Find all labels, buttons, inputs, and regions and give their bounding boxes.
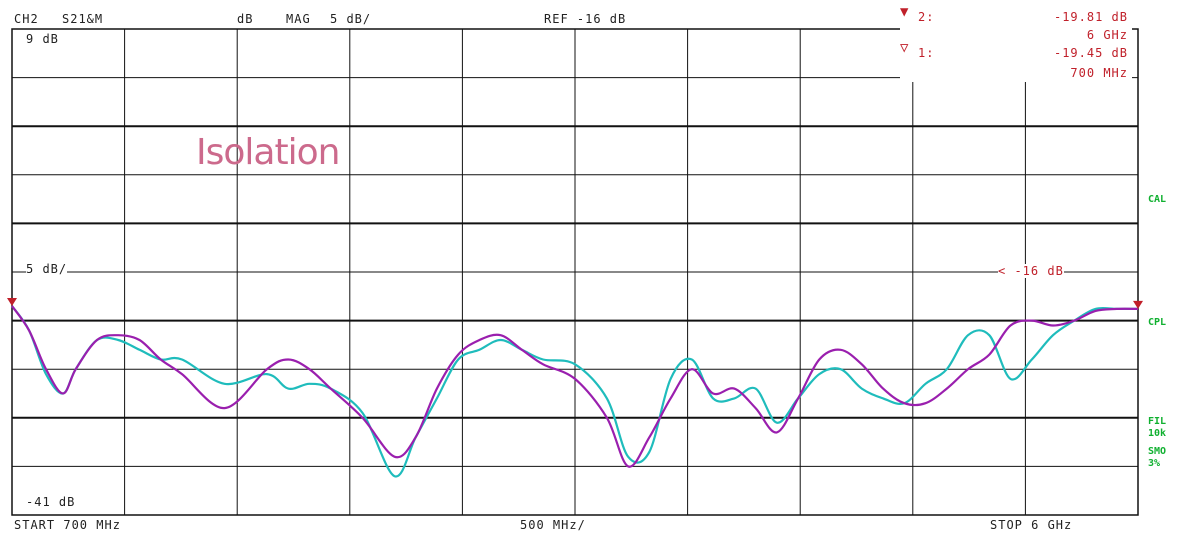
division-scale-label: 5 dB/ (26, 262, 68, 276)
start-frequency: START 700 MHz (14, 518, 121, 532)
bottom-scale-label: -41 dB (26, 495, 76, 509)
scale-label: 5 dB/ (330, 12, 372, 26)
filter-value: 10k (1148, 428, 1167, 439)
filter-indicator: FIL (1148, 416, 1167, 427)
marker-1-frequency: 700 MHz (1070, 66, 1128, 80)
cal-indicator: CAL (1148, 194, 1167, 205)
channel-label: CH2 (14, 12, 39, 26)
marker-readout: ▼ 2: -19.81 dB 6 GHz ▽ 1: -19.45 dB 700 … (900, 2, 1132, 82)
marker-2-frequency: 6 GHz (1086, 28, 1128, 42)
trace-1-line (11, 305, 1139, 468)
smoothing-value: 3% (1148, 458, 1161, 469)
trace-2-line (11, 305, 1138, 478)
marker-2-value: -19.81 dB (1053, 10, 1128, 24)
marker-1-point (7, 298, 17, 307)
chart-title: Isolation (196, 132, 340, 173)
top-scale-label: 9 dB (26, 32, 59, 46)
parameter-label: S21&M (62, 12, 104, 26)
reference-level-label: < -16 dB (998, 264, 1064, 278)
unit-label: dB (237, 12, 254, 26)
marker-2-symbol: ▼ (900, 4, 910, 20)
trace-markers (7, 298, 1143, 309)
marker-1-label: 1: (918, 46, 935, 60)
smoothing-indicator: SMO (1148, 446, 1167, 457)
reference-label: REF -16 dB (544, 12, 627, 26)
stop-frequency: STOP 6 GHz (990, 518, 1073, 532)
span-per-division: 500 MHz/ (520, 518, 586, 532)
format-label: MAG (286, 12, 311, 26)
marker-1-symbol: ▽ (900, 40, 910, 56)
marker-2-point (1133, 300, 1143, 309)
cpl-indicator: CPL (1148, 317, 1167, 328)
marker-1-value: -19.45 dB (1053, 46, 1128, 60)
marker-2-label: 2: (918, 10, 935, 24)
traces (11, 305, 1139, 478)
